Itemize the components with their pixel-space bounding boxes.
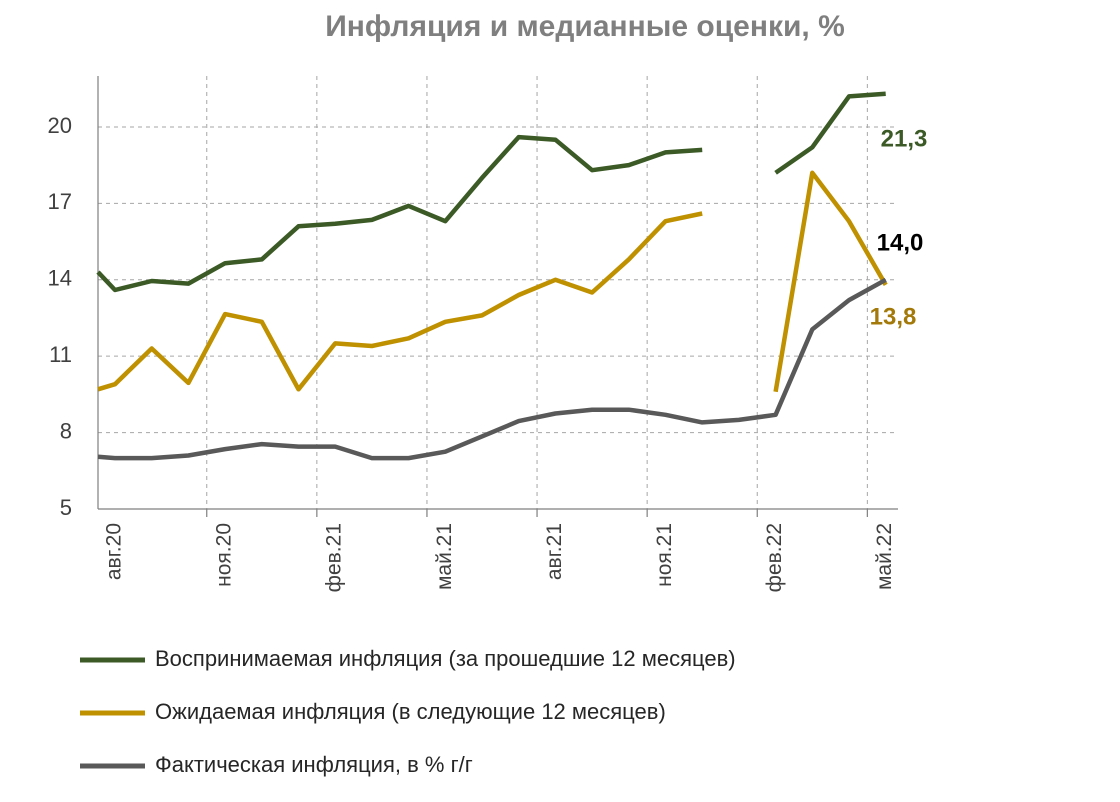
value-label: 14,0 — [877, 229, 924, 256]
x-tick-label: авг.21 — [543, 523, 566, 580]
series-line — [96, 91, 886, 293]
x-tick-label: ноя.20 — [213, 523, 236, 587]
series-line — [97, 170, 888, 393]
y-tick-label: 11 — [49, 342, 72, 367]
x-tick-label: май.21 — [433, 523, 456, 590]
legend-label: Воспринимаемая инфляция (за прошедшие 12… — [155, 646, 736, 671]
series-line — [97, 277, 887, 461]
value-label: 13,8 — [870, 303, 917, 330]
y-tick-label: 14 — [48, 266, 72, 291]
x-tick-label: май.22 — [873, 523, 896, 590]
y-tick-label: 8 — [60, 418, 72, 443]
chart-title: Инфляция и медианные оценки, % — [325, 10, 845, 43]
x-tick-label: фев.21 — [323, 523, 346, 592]
value-label: 21,3 — [881, 125, 928, 152]
y-tick-label: 17 — [48, 189, 72, 214]
y-tick-label: 20 — [48, 113, 72, 138]
y-tick-label: 5 — [60, 495, 72, 520]
x-tick-label: авг.20 — [103, 523, 126, 580]
legend-label: Фактическая инфляция, в % г/г — [155, 752, 473, 777]
x-tick-label: фев.22 — [763, 523, 786, 592]
legend-label: Ожидаемая инфляция (в следующие 12 месяц… — [155, 699, 666, 724]
x-tick-label: ноя.21 — [653, 523, 676, 587]
